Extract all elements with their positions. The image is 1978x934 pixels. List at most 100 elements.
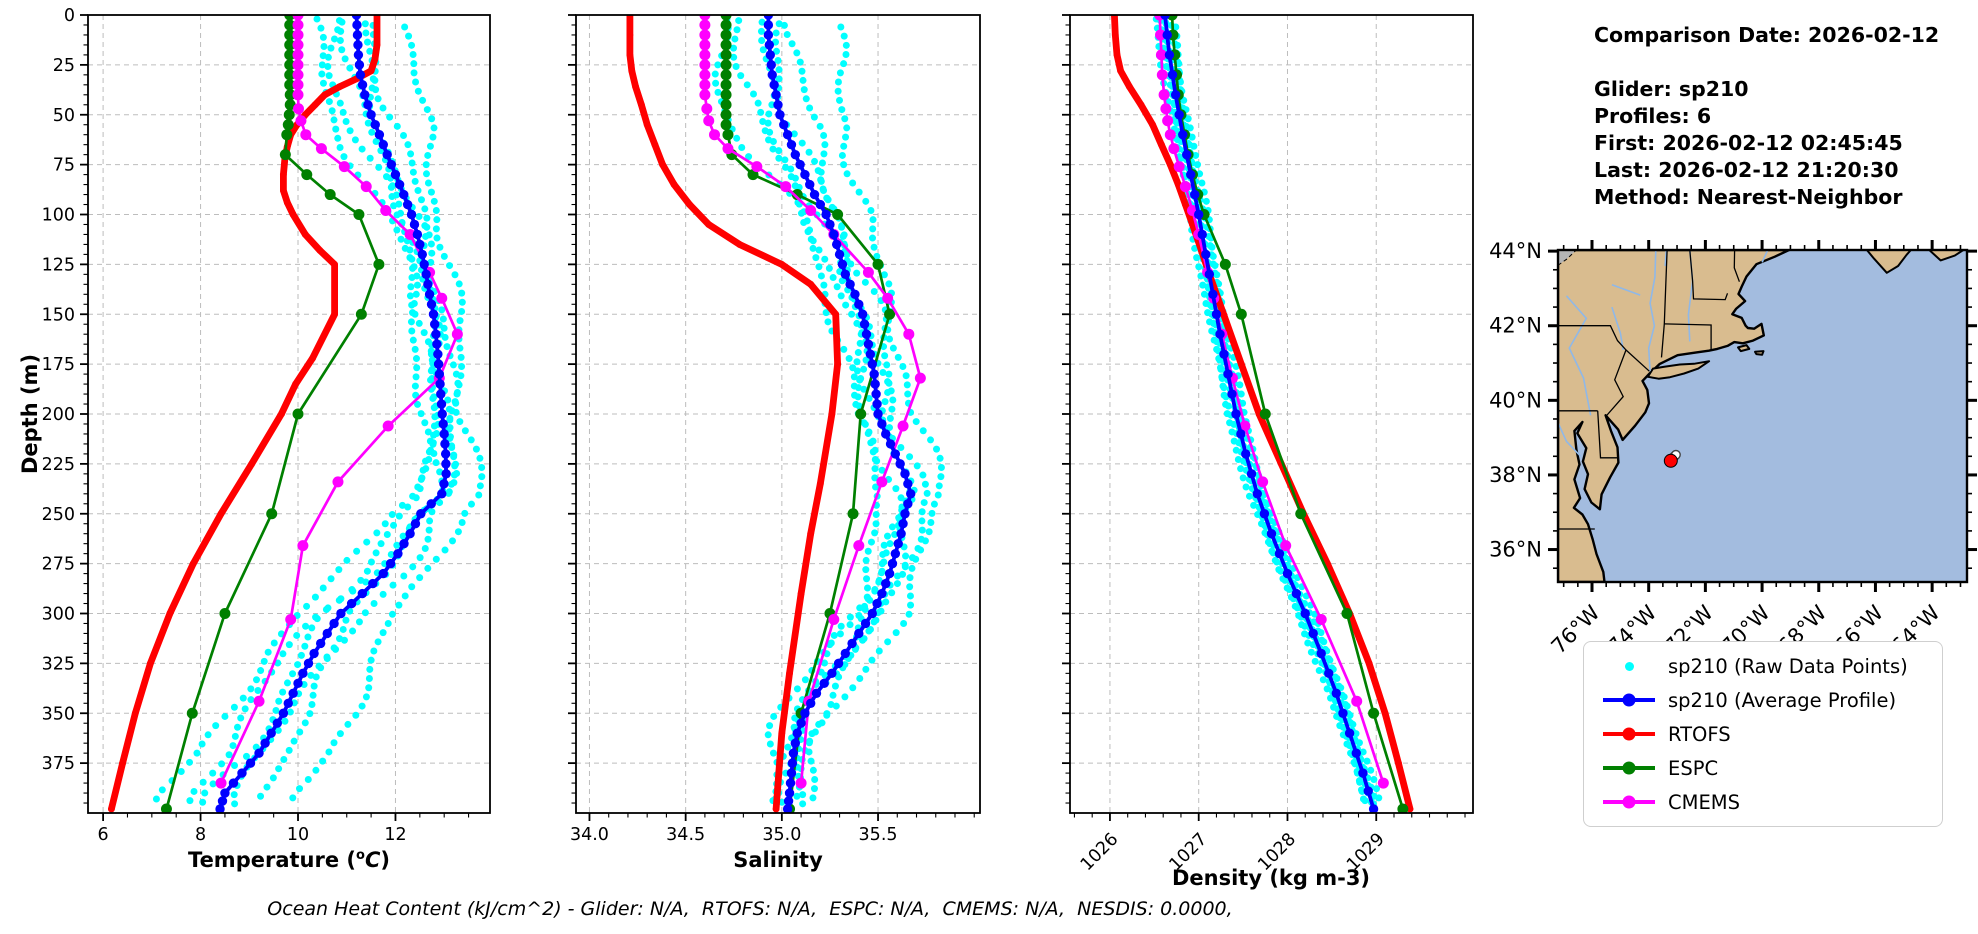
series-rtofs-salinity	[626, 15, 842, 813]
map-state-border	[1733, 250, 1741, 282]
svg-text:100: 100	[42, 206, 75, 226]
temperature-label-prefix: Temperature (	[188, 848, 356, 872]
legend-box: sp210 (Raw Data Points) sp210 (Average P…	[1583, 641, 1943, 827]
grid-density	[1070, 15, 1473, 813]
tick-labels-temperature: 6 8 10 12 0 25 50 75 100 125 150 175 200 225 250 275 300…	[42, 6, 407, 845]
series-cmems-density	[1154, 15, 1389, 789]
map-state-border	[1664, 323, 1712, 350]
info-glider: Glider: sp210	[1594, 77, 1749, 101]
svg-text:35.0: 35.0	[762, 825, 801, 845]
raw-points-temperature	[152, 15, 486, 808]
svg-text:175: 175	[42, 355, 75, 375]
svg-text:350: 350	[42, 704, 75, 724]
temperature-label-suffix: )	[380, 848, 390, 872]
map-landmass	[1928, 250, 1965, 262]
cmems-line-icon	[1600, 795, 1658, 809]
grid-salinity	[576, 15, 980, 813]
series-rtofs-temperature	[107, 15, 381, 813]
ticks-salinity	[568, 14, 975, 821]
legend-row-cmems: CMEMS	[1584, 785, 1942, 819]
svg-text:200: 200	[42, 405, 75, 425]
svg-text:34.0: 34.0	[570, 825, 609, 845]
svg-text:75: 75	[53, 156, 75, 176]
series-sp210_avg-density	[1160, 15, 1379, 813]
map-landmass	[1865, 250, 1912, 274]
tick-labels-salinity: 34.0 34.5 35.0 35.5	[570, 825, 898, 845]
comparison-info-block: Comparison Date: 2026-02-12 Glider: sp21…	[1594, 22, 1939, 211]
series-cmems-temperature	[215, 15, 463, 789]
map-landmass	[1737, 344, 1751, 353]
temperature-label-sup: o	[356, 848, 365, 863]
map-landmass	[1754, 350, 1765, 356]
svg-text:275: 275	[42, 555, 75, 575]
glider-track	[1663, 449, 1681, 468]
svg-text:25: 25	[53, 56, 75, 76]
raw-points-salinity	[711, 15, 945, 808]
svg-text:150: 150	[42, 305, 75, 325]
ticks-density	[1062, 14, 1466, 821]
panel-salinity: 34.0 34.5 35.0 35.5	[568, 14, 981, 845]
map-river	[1558, 422, 1582, 457]
svg-text:34.5: 34.5	[666, 825, 705, 845]
svg-text:250: 250	[42, 505, 75, 525]
x-axis-label-salinity: Salinity	[733, 848, 823, 872]
series-cmems-salinity	[699, 15, 926, 789]
svg-text:225: 225	[42, 455, 75, 475]
info-profiles: Profiles: 6	[1594, 104, 1712, 128]
x-axis-label-temperature: Temperature (oC)	[119, 848, 459, 872]
temperature-label-unit: C	[364, 848, 381, 872]
info-blank-line	[1594, 49, 1939, 76]
y-axis-label-depth: Depth (m)	[18, 353, 42, 475]
legend-label-cmems: CMEMS	[1668, 790, 1740, 814]
info-first: First: 2026-02-12 02:45:45	[1594, 131, 1903, 155]
svg-text:50: 50	[53, 106, 75, 126]
legend-row-espc: ESPC	[1584, 751, 1942, 785]
info-last: Last: 2026-02-12 21:20:30	[1594, 158, 1899, 182]
map-river	[1761, 250, 1769, 263]
panel-temperature: 6 8 10 12 0 25 50 75 100 125 150 175 200 225 250 275 300…	[42, 6, 491, 845]
svg-text:40°N: 40°N	[1489, 388, 1542, 412]
map-river	[1565, 295, 1592, 416]
glider-position-marker	[1663, 453, 1678, 468]
info-comparison-date: Comparison Date: 2026-02-12	[1594, 23, 1940, 47]
svg-text:325: 325	[42, 654, 75, 674]
svg-text:375: 375	[42, 754, 75, 774]
location-map: 36°N38°N40°N42°N44°N76°W74°W72°W70°W68°W…	[1489, 239, 1977, 659]
map-lake	[1558, 250, 1578, 266]
average-profile-line-icon	[1600, 693, 1658, 707]
map-river	[1647, 250, 1657, 372]
rtofs-line-icon	[1600, 727, 1658, 741]
legend-label-rtofs: RTOFS	[1668, 722, 1731, 746]
svg-text:300: 300	[42, 605, 75, 625]
legend-row-raw: sp210 (Raw Data Points)	[1584, 649, 1942, 683]
svg-text:35.5: 35.5	[859, 825, 898, 845]
map-river	[1664, 250, 1668, 267]
svg-text:44°N: 44°N	[1489, 239, 1542, 263]
series-sp210_avg-salinity	[763, 15, 916, 813]
svg-text:8: 8	[195, 825, 206, 845]
svg-text:10: 10	[287, 825, 309, 845]
svg-text:0: 0	[64, 6, 75, 26]
map-river	[1611, 283, 1641, 296]
map-state-border	[1597, 410, 1619, 459]
x-axis-label-density: Density (kg m-3)	[1171, 866, 1371, 890]
legend-label-espc: ESPC	[1668, 756, 1719, 780]
map-landmass	[1558, 250, 1791, 582]
svg-text:36°N: 36°N	[1489, 538, 1542, 562]
legend-row-rtofs: RTOFS	[1584, 717, 1942, 751]
ocean-heat-content-footnote: Ocean Heat Content (kJ/cm^2) - Glider: N…	[267, 898, 1233, 920]
series-espc-temperature	[160, 15, 385, 813]
series-espc-salinity	[720, 15, 896, 813]
svg-text:42°N: 42°N	[1489, 314, 1542, 338]
raw-data-dot-icon	[1600, 661, 1658, 671]
svg-text:125: 125	[42, 255, 75, 275]
legend-label-raw: sp210 (Raw Data Points)	[1668, 654, 1908, 678]
svg-text:38°N: 38°N	[1489, 463, 1542, 487]
legend-label-average: sp210 (Average Profile)	[1668, 688, 1897, 712]
series-sp210_avg-temperature	[215, 15, 451, 813]
map-state-border	[1689, 250, 1729, 301]
espc-line-icon	[1600, 761, 1658, 775]
map-landmass	[1646, 360, 1711, 380]
